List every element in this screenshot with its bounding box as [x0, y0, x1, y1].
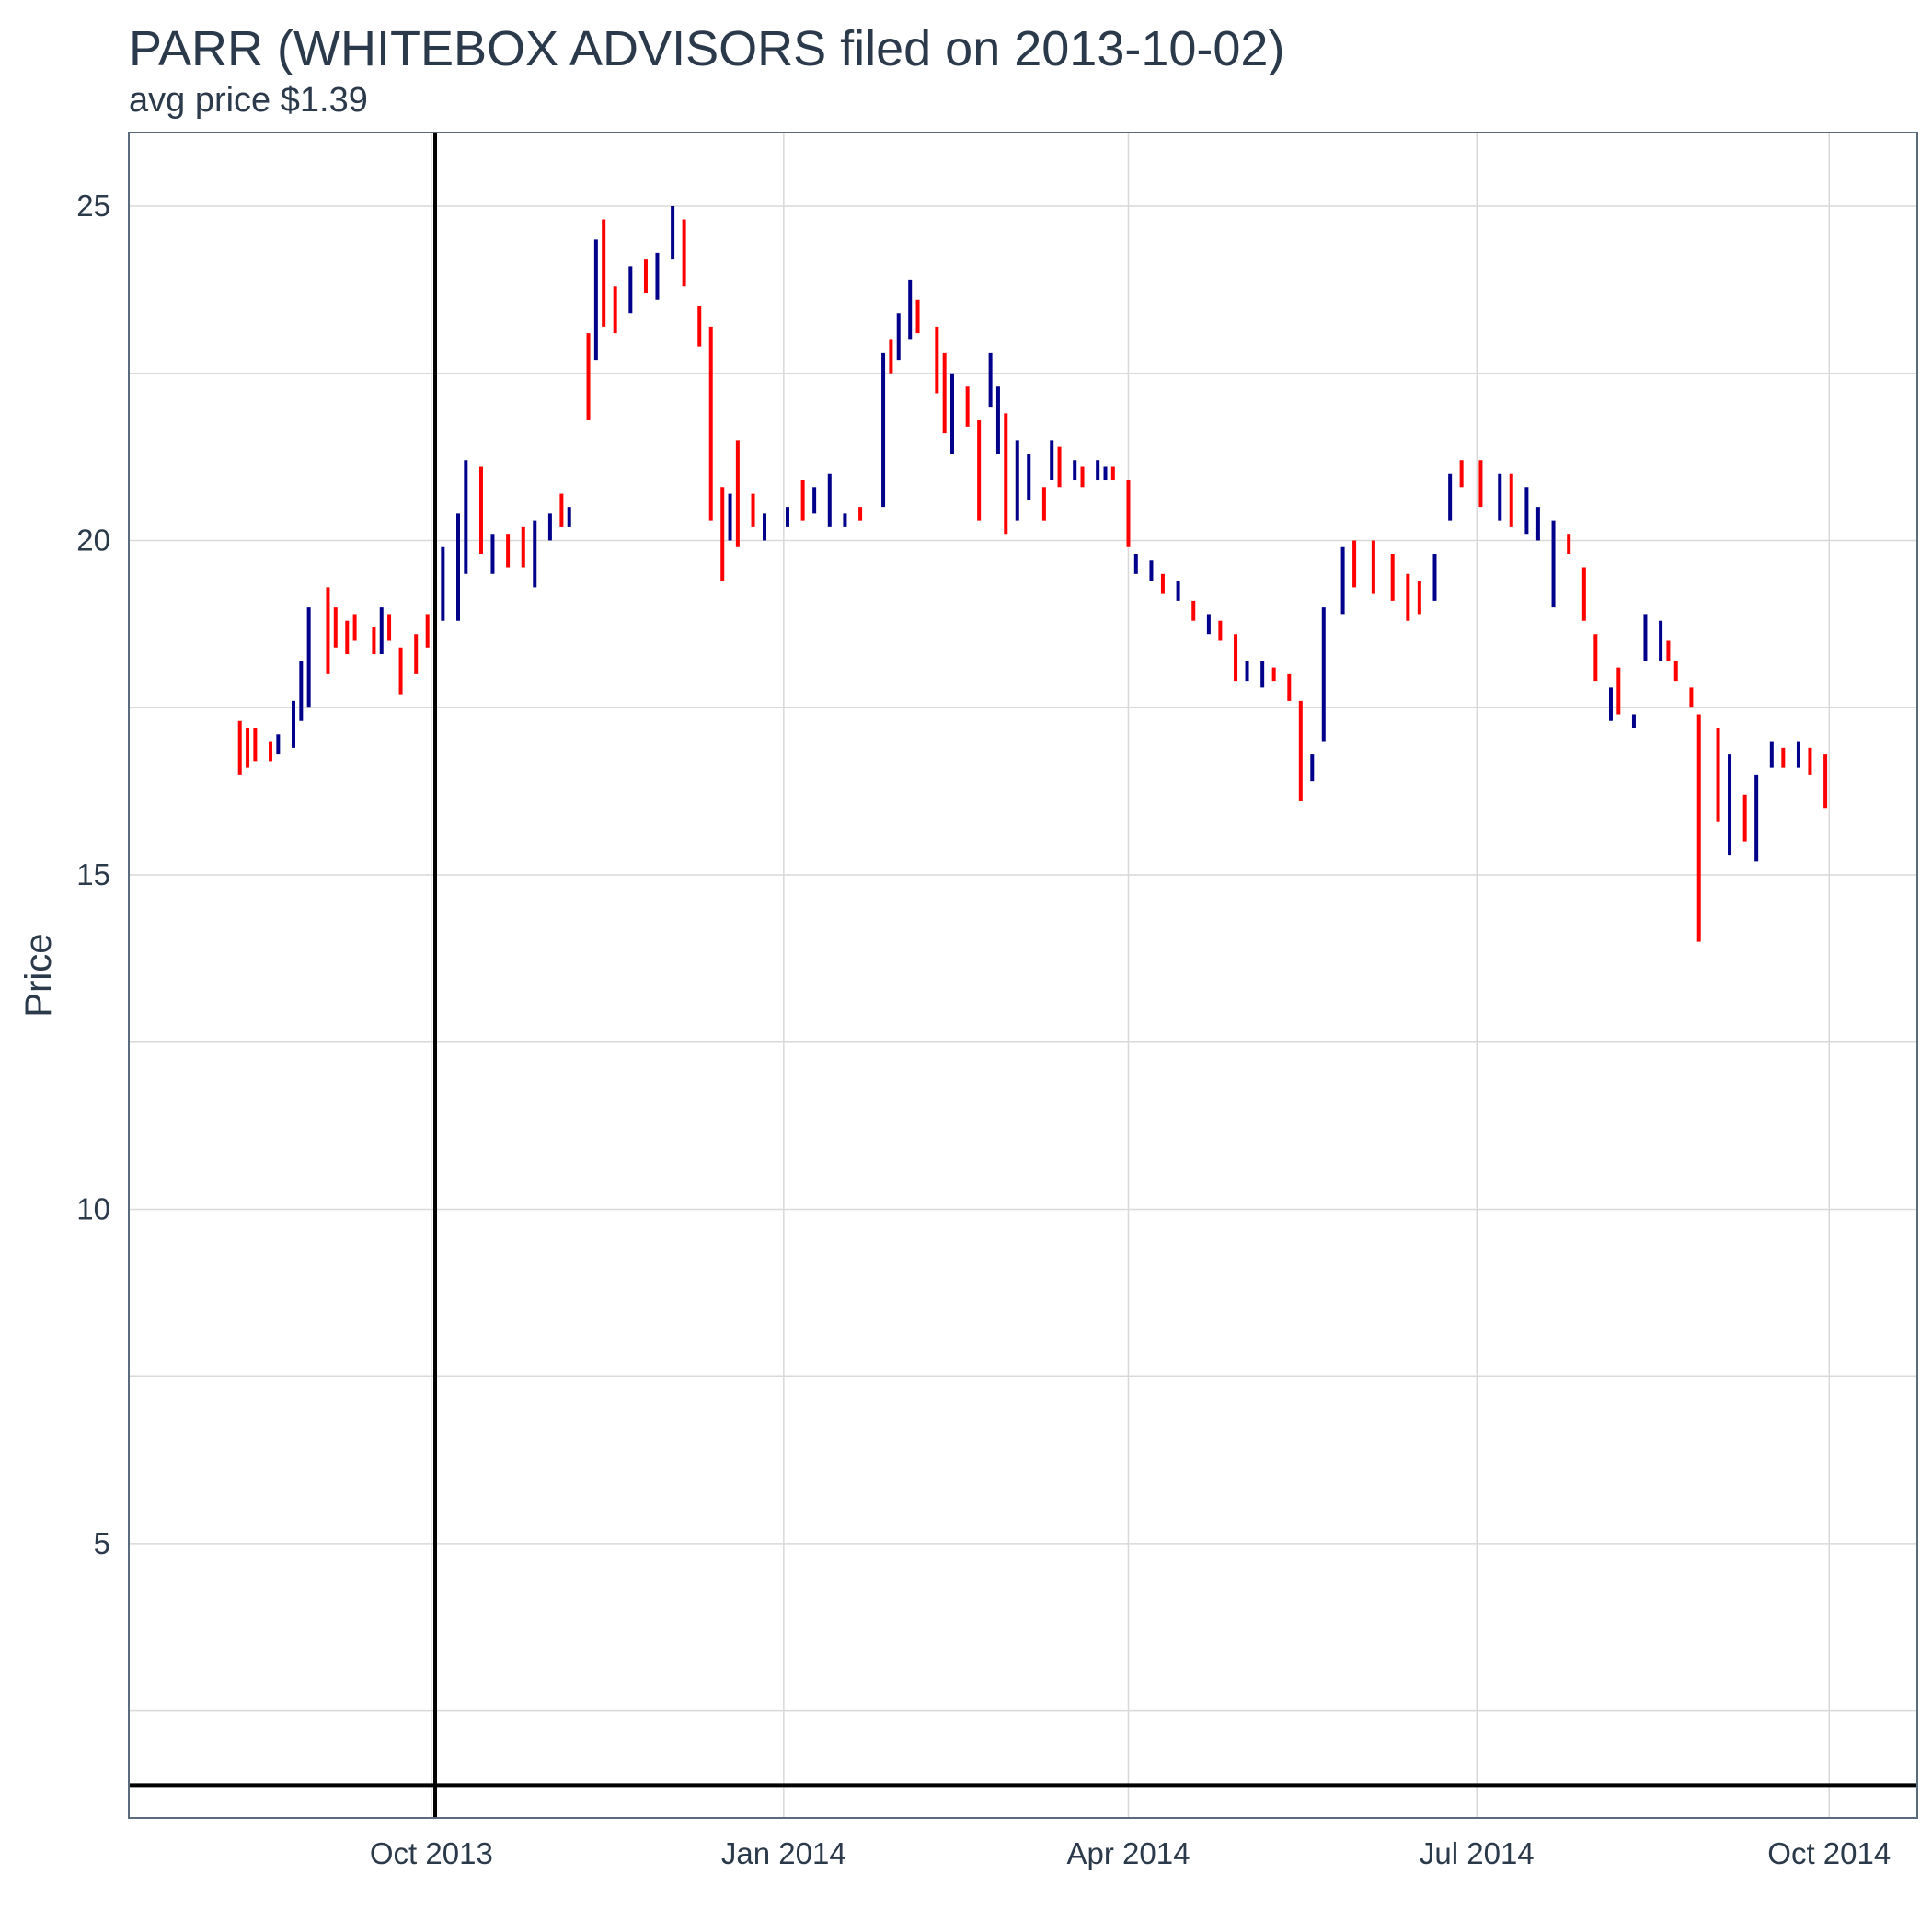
- chart-title: PARR (WHITEBOX ADVISORS filed on 2013-10…: [129, 21, 1285, 76]
- x-tick-label: Jan 2014: [721, 1836, 846, 1870]
- y-axis-title: Price: [18, 933, 59, 1017]
- y-tick-label: 10: [76, 1191, 110, 1225]
- reference-lines: [129, 132, 1917, 1818]
- price-bars: [237, 205, 1828, 942]
- y-tick-label: 25: [76, 189, 110, 223]
- plot-border: [128, 132, 1918, 1819]
- chart-subtitle: avg price $1.39: [129, 81, 368, 120]
- x-tick-label: Oct 2014: [1767, 1836, 1891, 1870]
- x-tick-label: Jul 2014: [1420, 1836, 1535, 1870]
- axis-tick-labels: 5 10 15 20 25 Oct 2013 Jan 2014 Apr 2014 Jul 201…: [76, 189, 1891, 1870]
- y-tick-label: 20: [76, 523, 110, 557]
- x-tick-label: Apr 2014: [1067, 1836, 1190, 1870]
- y-tick-label: 15: [76, 857, 110, 891]
- y-tick-label: 5: [94, 1526, 110, 1560]
- x-tick-label: Oct 2013: [370, 1836, 493, 1870]
- grid-layer: [129, 132, 1917, 1818]
